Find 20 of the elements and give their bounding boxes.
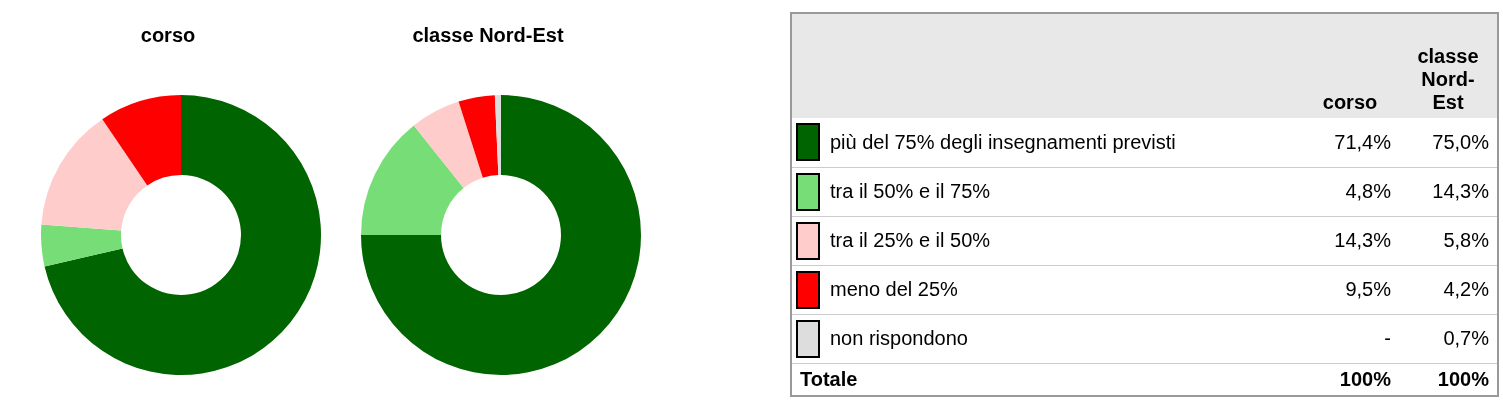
text: 100% [1437,367,1489,390]
data-label: 4,2% [1442,277,1490,302]
slice-label: corso [139,24,197,47]
data-label: 14,3% [1333,228,1392,253]
text: 100% [1339,367,1391,390]
data-label: 9,5% [1344,277,1392,302]
legend-label: non rispondono [829,326,969,351]
data-label: 14,3% [1431,179,1490,204]
text: - [1384,327,1391,349]
data-label: 5,8% [1442,228,1490,253]
legend-label: tra il 50% e il 75% [829,179,992,204]
text: Totale [799,366,859,392]
legend-label: meno del 25% [829,277,959,302]
data-label: 4,8% [1344,179,1392,204]
data-label: 71,4% [1333,129,1392,155]
legend-label: più del 75% degli insegnamenti previsti [829,129,1177,155]
data-label: 75,0% [1431,129,1490,155]
legend-label: tra il 25% e il 50% [829,228,992,253]
slice-label: classe Nord-Est [411,24,565,47]
data-label: 0,7% [1442,326,1490,351]
